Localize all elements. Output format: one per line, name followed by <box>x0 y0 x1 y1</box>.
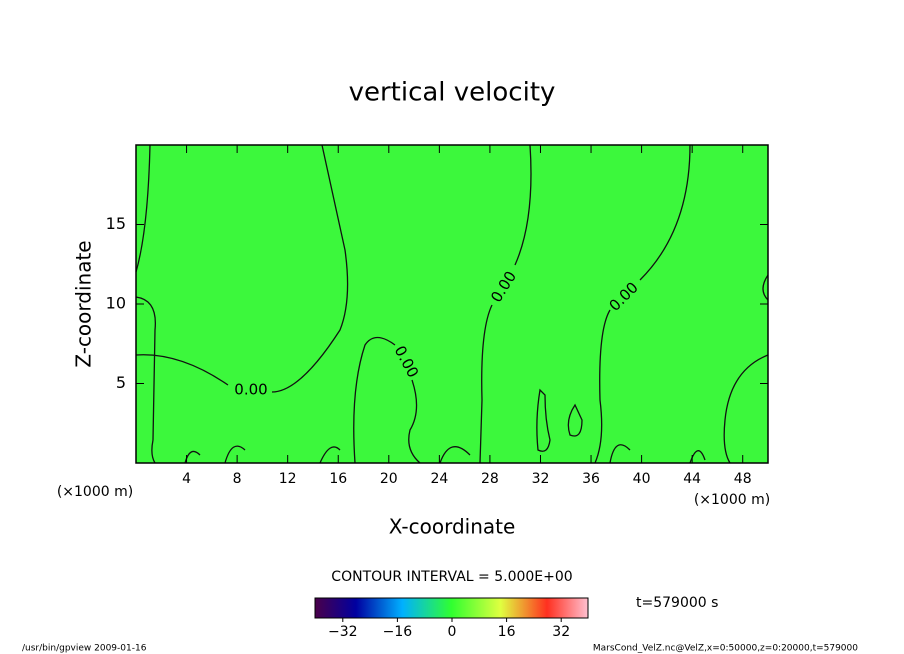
x-tick-label: 32 <box>532 471 550 487</box>
contour-line <box>135 144 151 273</box>
x-tick-label: 8 <box>233 471 242 487</box>
contour-line <box>723 274 769 464</box>
y-tick-label: 10 <box>106 294 126 313</box>
x-tick-label: 16 <box>329 471 347 487</box>
field <box>136 145 768 463</box>
contour-line <box>536 388 551 452</box>
y-axis-label: Z-coordinate <box>72 240 96 367</box>
x-tick-label: 48 <box>734 471 752 487</box>
colorbar-tick-label: 16 <box>498 624 516 640</box>
chart-title: vertical velocity <box>349 78 556 108</box>
y-tick-label: 15 <box>106 214 126 233</box>
contour-line <box>135 296 157 464</box>
x-unit: (×1000 m) <box>57 484 133 500</box>
colorbar-tick-label: −32 <box>328 624 358 640</box>
x-tick-label: 36 <box>582 471 600 487</box>
x-tick-label: 40 <box>633 471 651 487</box>
x-tick-label: 4 <box>182 471 191 487</box>
x-tick-label: 20 <box>380 471 398 487</box>
colorbar-tick-label: 32 <box>552 624 570 640</box>
contour-line <box>353 336 421 464</box>
colorbar-tick-label: −16 <box>383 624 413 640</box>
x-tick-label: 12 <box>279 471 297 487</box>
contour-interval: CONTOUR INTERVAL = 5.000E+00 <box>331 569 572 585</box>
footer: /usr/bin/gpview 2009-01-16 <box>22 644 147 654</box>
x-tick-label: 28 <box>481 471 499 487</box>
contour-line <box>135 144 349 393</box>
contour-line <box>184 403 706 464</box>
x-unit: (×1000 m) <box>694 492 770 508</box>
contours <box>135 144 769 464</box>
x-tick-label: 44 <box>683 471 701 487</box>
contour-label: 0.00 <box>234 381 267 399</box>
colorbar <box>314 597 589 619</box>
colorbar-tick-label: 0 <box>448 624 457 640</box>
y-tick-label: 5 <box>116 373 126 392</box>
contour-line <box>594 144 691 464</box>
contour-line <box>479 144 532 464</box>
x-axis-label: X-coordinate <box>389 515 516 539</box>
time-label: t=579000 s <box>636 595 718 611</box>
footer: MarsCond_VelZ.nc@VelZ,x=0:50000,z=0:2000… <box>593 644 858 654</box>
x-tick-label: 24 <box>430 471 448 487</box>
